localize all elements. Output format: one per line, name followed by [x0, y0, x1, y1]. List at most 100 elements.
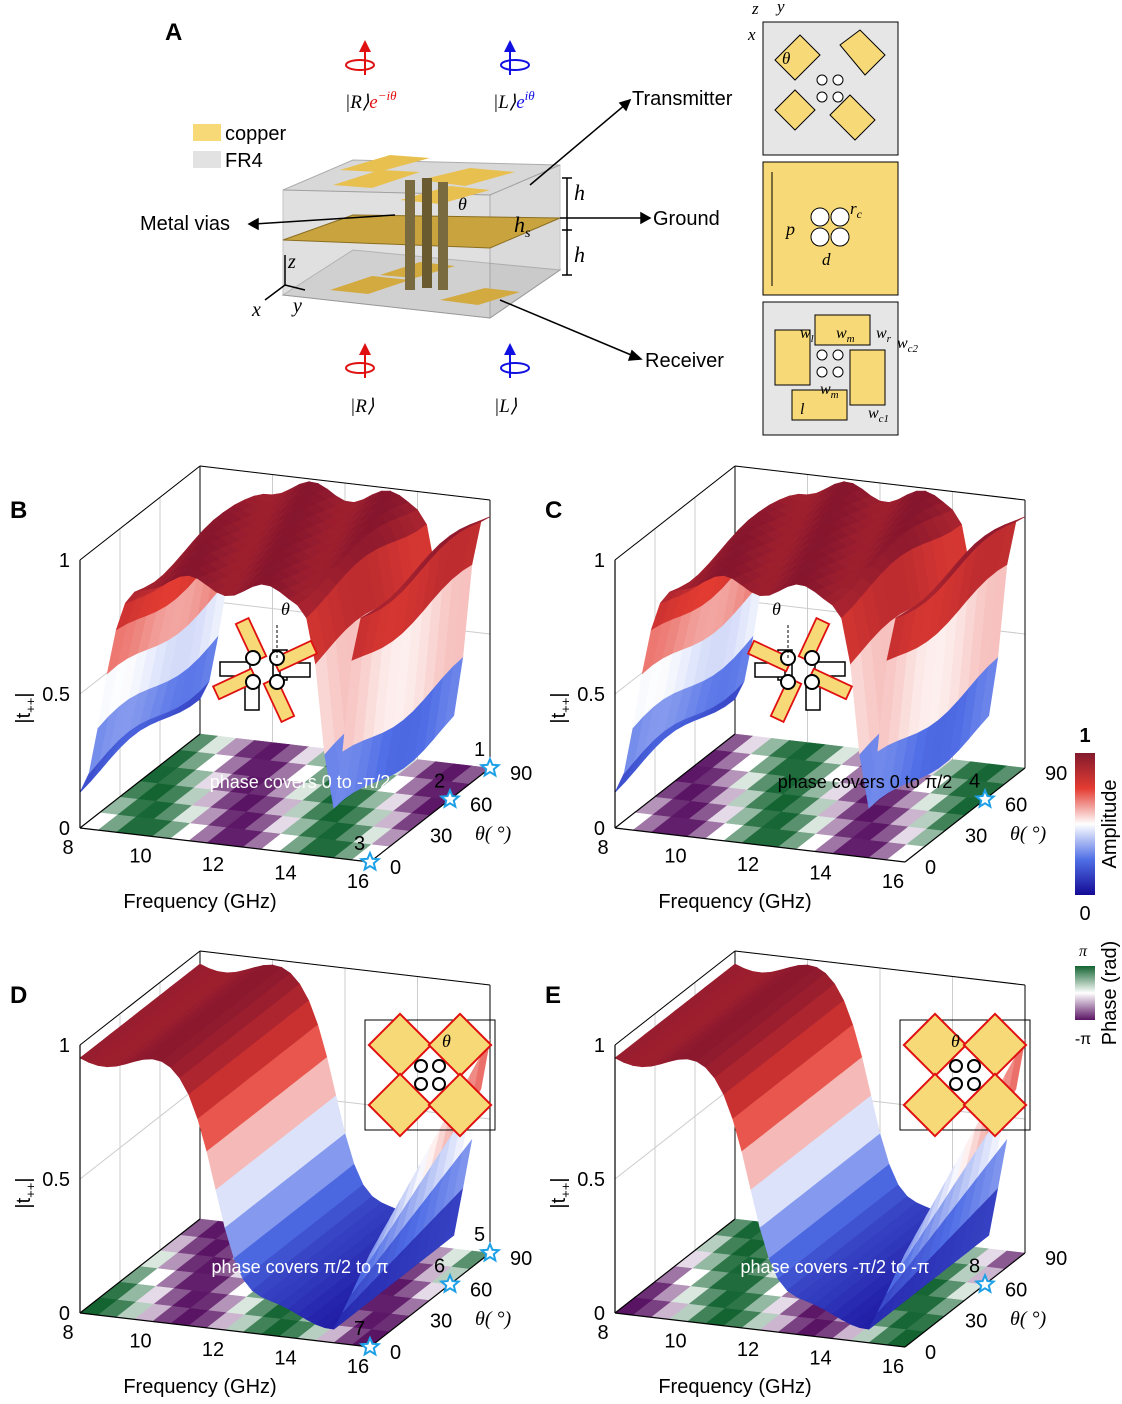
axis-label: z	[287, 251, 296, 273]
inset-label: x	[747, 25, 756, 44]
y-label-end: |	[13, 1177, 35, 1182]
y-label-sub: ++	[23, 698, 38, 713]
x-tick-label: 14	[274, 863, 296, 885]
y-axis-label: |t++|	[548, 692, 573, 723]
theta-tick-label: 90	[510, 1248, 532, 1270]
axis-line	[79, 1218, 201, 1314]
inset-label: d	[822, 250, 831, 269]
axis-line	[614, 733, 736, 829]
axis-label: x	[251, 299, 261, 321]
axis-line	[614, 827, 906, 863]
box-edge	[199, 465, 491, 501]
inset-label-main: w	[800, 325, 811, 342]
y-axis-label: |t++|	[13, 692, 38, 723]
star-label: 4	[969, 770, 980, 792]
panel-a: A |R⟩e−iθ |L⟩eiθ |R⟩ |L⟩ copper FR4 Tran…	[140, 0, 899, 436]
inset-schematic: θ	[364, 1012, 496, 1138]
box-edge	[614, 465, 736, 561]
inset-theta: θ	[281, 599, 290, 619]
x-tick-label: 16	[882, 871, 904, 893]
inset-label-sub: c1	[879, 413, 889, 425]
y-tick-label: 0	[59, 818, 70, 840]
annotation: phase covers 0 to -π/2	[210, 772, 391, 792]
y-label-main: |t	[13, 712, 35, 723]
patch	[902, 1012, 968, 1078]
inset-label: wr	[876, 325, 892, 345]
theta-tick-label: 60	[1005, 1279, 1027, 1301]
x-tick-label: 16	[882, 1356, 904, 1378]
x-tick-label: 14	[809, 1348, 831, 1370]
inset-label: wc1	[868, 405, 889, 425]
theta-tick-label: 90	[1045, 763, 1067, 785]
inset-label-sub: r	[887, 333, 892, 345]
y-label-main: |t	[548, 712, 570, 723]
y-tick-label: 0.5	[42, 684, 70, 706]
x-tick-label: 10	[664, 1331, 686, 1353]
y-tick-label: 1	[59, 550, 70, 572]
theta-axis-label: θ( °)	[1010, 823, 1046, 845]
inset-schematic: θ	[899, 1012, 1031, 1138]
colorbar-label: -π	[1075, 1031, 1091, 1048]
x-tick-label: 12	[202, 1339, 224, 1361]
inset-label-sub: l	[811, 333, 814, 345]
colorbar-title: Phase (rad)	[1099, 941, 1121, 1046]
star-marker	[358, 1335, 382, 1357]
star-marker	[358, 850, 382, 872]
inset-label-sub: c2	[908, 343, 919, 355]
inset-theta: θ	[772, 599, 781, 619]
theta-tick-label: 60	[470, 1279, 492, 1301]
theta-tick-label: 0	[925, 1342, 936, 1364]
axis-line	[79, 827, 371, 863]
box-edge	[734, 465, 1026, 501]
dim-label: h	[574, 180, 585, 205]
amplitude-surface-cell	[79, 761, 100, 793]
y-label-main: |t	[548, 1197, 570, 1208]
via	[414, 1077, 428, 1091]
inset-label-main: w	[836, 325, 847, 342]
box-edge	[199, 950, 491, 986]
via	[245, 674, 261, 690]
inset-label: rc	[850, 199, 863, 221]
theta-tick-label: 0	[390, 1342, 401, 1364]
y-axis-label: |t++|	[13, 1177, 38, 1208]
panel-label: D	[10, 982, 27, 1009]
x-tick-label: 8	[62, 1322, 73, 1344]
annotation: phase covers π/2 to π	[212, 1257, 389, 1277]
x-tick-label: 12	[737, 1339, 759, 1361]
inset-label: wc2	[897, 335, 919, 355]
star-label: 5	[474, 1224, 485, 1246]
via	[967, 1077, 981, 1091]
star-marker	[478, 756, 502, 778]
inset-label-main: l	[800, 401, 805, 418]
inset-label-main: w	[820, 381, 831, 398]
theta-tick-label: 0	[390, 857, 401, 879]
dim-label: θ	[458, 194, 467, 214]
state-label: |L⟩	[494, 396, 518, 417]
axis-line	[369, 1252, 491, 1348]
theta-tick-label: 60	[470, 794, 492, 816]
patch	[902, 1072, 968, 1138]
axis-line	[369, 767, 491, 863]
colorbar-label: π	[1079, 943, 1088, 960]
x-tick-label: 8	[597, 837, 608, 859]
legend-swatch	[193, 151, 221, 168]
inset-label-main: w	[876, 325, 887, 342]
inset-label: wm	[836, 325, 855, 345]
axis-line	[79, 733, 201, 829]
x-tick-label: 10	[129, 1331, 151, 1353]
y-label-sub: ++	[558, 698, 573, 713]
patch	[427, 1012, 493, 1078]
colorbar-title: Amplitude	[1099, 780, 1121, 869]
via	[432, 1059, 446, 1073]
inset-theta: θ	[442, 1031, 451, 1051]
inset-label-sub: m	[847, 333, 855, 345]
x-tick-label: 14	[274, 1348, 296, 1370]
theta-tick-label: 30	[965, 826, 987, 848]
axis-line	[79, 1312, 371, 1348]
panel: C 0 0.5 1 |t++| 8 10 12 14 16 Frequency (GHz) 0 30 60…	[545, 465, 1067, 913]
x-tick-label: 14	[809, 863, 831, 885]
annotation: phase covers -π/2 to -π	[741, 1257, 930, 1277]
inset-frame	[899, 1019, 1031, 1131]
grid-line	[79, 1084, 201, 1180]
x-axis-label: Frequency (GHz)	[658, 1376, 811, 1398]
